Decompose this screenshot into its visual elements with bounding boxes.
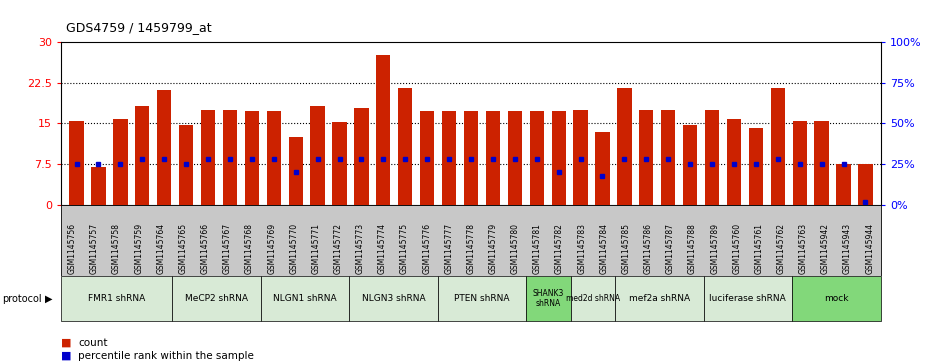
Bar	[223, 110, 237, 205]
Text: GSM1145769: GSM1145769	[268, 223, 276, 274]
Text: luciferase shRNA: luciferase shRNA	[709, 294, 787, 303]
Text: GSM1145765: GSM1145765	[179, 223, 187, 274]
Text: GSM1145773: GSM1145773	[356, 223, 365, 274]
Text: GSM1145767: GSM1145767	[223, 223, 232, 274]
Text: GSM1145942: GSM1145942	[820, 223, 830, 274]
Text: GSM1145760: GSM1145760	[732, 223, 741, 274]
Text: PTEN shRNA: PTEN shRNA	[454, 294, 510, 303]
Text: count: count	[78, 338, 107, 348]
Bar	[201, 110, 215, 205]
Text: GSM1145779: GSM1145779	[489, 223, 497, 274]
Bar	[705, 110, 719, 205]
Text: GSM1145762: GSM1145762	[776, 223, 786, 274]
Text: GSM1145763: GSM1145763	[799, 223, 807, 274]
Text: GSM1145759: GSM1145759	[135, 223, 143, 274]
Bar	[858, 164, 872, 205]
Text: GSM1145777: GSM1145777	[445, 223, 453, 274]
Text: percentile rank within the sample: percentile rank within the sample	[78, 351, 254, 361]
Text: ▶: ▶	[45, 294, 53, 303]
Text: GSM1145771: GSM1145771	[312, 223, 320, 274]
Text: GSM1145787: GSM1145787	[666, 223, 674, 274]
Bar	[288, 137, 302, 205]
Text: NLGN1 shRNA: NLGN1 shRNA	[273, 294, 336, 303]
Text: GSM1145786: GSM1145786	[643, 223, 653, 274]
Bar	[267, 111, 281, 205]
Text: mock: mock	[824, 294, 849, 303]
Text: GSM1145764: GSM1145764	[156, 223, 166, 274]
Text: mef2a shRNA: mef2a shRNA	[628, 294, 690, 303]
Text: GSM1145783: GSM1145783	[577, 223, 586, 274]
Bar	[311, 106, 325, 205]
Text: MeCP2 shRNA: MeCP2 shRNA	[185, 294, 248, 303]
Text: GSM1145772: GSM1145772	[333, 223, 343, 274]
Bar	[836, 164, 851, 205]
Text: GSM1145780: GSM1145780	[511, 223, 520, 274]
Text: GSM1145776: GSM1145776	[422, 223, 431, 274]
Bar	[595, 132, 609, 205]
Text: GSM1145785: GSM1145785	[622, 223, 630, 274]
Bar	[333, 122, 347, 205]
Text: FMR1 shRNA: FMR1 shRNA	[88, 294, 145, 303]
Bar	[508, 111, 522, 205]
Text: GSM1145770: GSM1145770	[289, 223, 299, 274]
Bar	[70, 121, 84, 205]
Text: GSM1145775: GSM1145775	[400, 223, 409, 274]
Text: GSM1145774: GSM1145774	[378, 223, 387, 274]
Bar	[398, 88, 413, 205]
Bar	[420, 111, 434, 205]
Text: ■: ■	[61, 338, 72, 348]
Bar	[157, 90, 171, 205]
Bar	[486, 111, 500, 205]
Bar	[661, 110, 675, 205]
Text: NLGN3 shRNA: NLGN3 shRNA	[362, 294, 425, 303]
Text: GSM1145784: GSM1145784	[599, 223, 609, 274]
Bar	[529, 111, 544, 205]
Text: GSM1145757: GSM1145757	[89, 223, 99, 274]
Bar	[354, 108, 368, 205]
Bar	[749, 128, 763, 205]
Bar	[727, 119, 741, 205]
Text: GSM1145782: GSM1145782	[555, 223, 564, 274]
Bar	[617, 88, 631, 205]
Text: GDS4759 / 1459799_at: GDS4759 / 1459799_at	[66, 21, 212, 34]
Text: GSM1145781: GSM1145781	[533, 223, 542, 274]
Bar	[463, 111, 479, 205]
Text: GSM1145758: GSM1145758	[112, 223, 122, 274]
Bar	[792, 121, 806, 205]
Text: GSM1145778: GSM1145778	[466, 223, 476, 274]
Text: ■: ■	[61, 351, 72, 361]
Bar	[815, 121, 829, 205]
Bar	[136, 106, 150, 205]
Bar	[91, 167, 106, 205]
Bar	[245, 111, 259, 205]
Text: GSM1145944: GSM1145944	[865, 223, 874, 274]
Text: GSM1145789: GSM1145789	[710, 223, 719, 274]
Text: GSM1145766: GSM1145766	[201, 223, 210, 274]
Bar	[640, 110, 654, 205]
Text: GSM1145788: GSM1145788	[688, 223, 697, 274]
Text: med2d shRNA: med2d shRNA	[566, 294, 620, 303]
Text: GSM1145768: GSM1145768	[245, 223, 254, 274]
Bar	[376, 55, 391, 205]
Text: GSM1145943: GSM1145943	[843, 223, 853, 274]
Text: protocol: protocol	[2, 294, 41, 303]
Bar	[179, 125, 193, 205]
Bar	[574, 110, 588, 205]
Text: SHANK3
shRNA: SHANK3 shRNA	[533, 289, 564, 308]
Text: GSM1145761: GSM1145761	[755, 223, 763, 274]
Text: GSM1145756: GSM1145756	[68, 223, 77, 274]
Bar	[771, 88, 785, 205]
Bar	[683, 125, 697, 205]
Bar	[551, 111, 566, 205]
Bar	[113, 119, 127, 205]
Bar	[442, 111, 456, 205]
